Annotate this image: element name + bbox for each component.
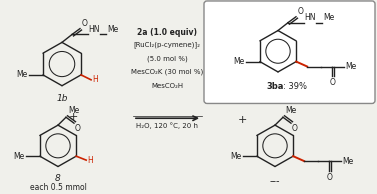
Text: 3ba: 3ba (266, 82, 284, 91)
Text: ---: --- (270, 176, 280, 186)
Text: 8: 8 (55, 174, 61, 183)
Text: Me: Me (107, 24, 118, 34)
FancyBboxPatch shape (204, 1, 375, 103)
Text: Me: Me (68, 106, 79, 115)
Text: O: O (82, 19, 88, 28)
Text: 1b: 1b (56, 94, 68, 103)
Text: [RuCl₂(p-cymene)]₂: [RuCl₂(p-cymene)]₂ (133, 41, 201, 48)
Text: HN: HN (88, 24, 100, 34)
Text: Me: Me (345, 62, 356, 71)
Text: HN: HN (304, 13, 316, 22)
Text: each 0.5 mmol: each 0.5 mmol (29, 183, 86, 192)
Text: H: H (87, 156, 93, 165)
Text: 2a (1.0 equiv): 2a (1.0 equiv) (137, 28, 197, 37)
Text: Me: Me (323, 13, 334, 22)
Text: Me: Me (234, 57, 245, 66)
Text: Me: Me (342, 157, 353, 166)
Text: Me: Me (17, 70, 28, 79)
Text: H₂O, 120 °C, 20 h: H₂O, 120 °C, 20 h (136, 122, 198, 129)
Text: H: H (92, 75, 98, 84)
Text: (5.0 mol %): (5.0 mol %) (147, 55, 187, 62)
Text: Me: Me (231, 152, 242, 161)
Text: MesCO₂K (30 mol %): MesCO₂K (30 mol %) (131, 69, 203, 75)
Text: O: O (326, 173, 332, 182)
Text: +: + (68, 112, 78, 122)
Text: MesCO₂H: MesCO₂H (151, 83, 183, 89)
Text: O: O (298, 7, 304, 16)
Text: : 39%: : 39% (283, 82, 307, 91)
Text: +: + (237, 115, 247, 125)
Text: O: O (329, 78, 335, 87)
Text: Me: Me (14, 152, 25, 161)
Text: O: O (75, 124, 81, 133)
Text: O: O (292, 124, 298, 133)
Text: Me: Me (285, 106, 296, 115)
